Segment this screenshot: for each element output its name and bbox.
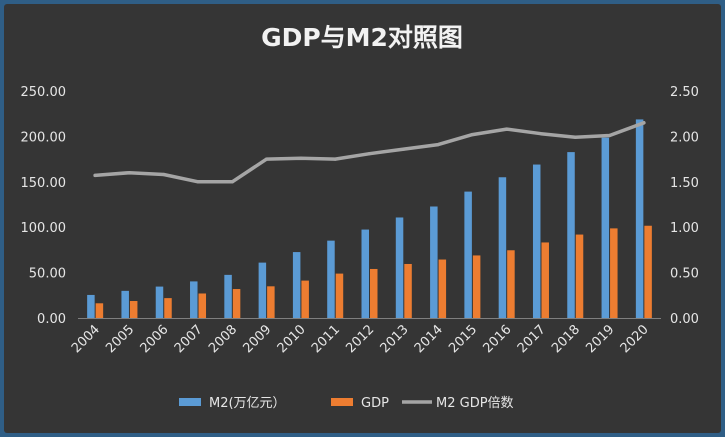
gdp-bar (267, 286, 275, 318)
ratio-point (367, 152, 372, 156)
gdp-bar (438, 259, 447, 318)
gdp-bar (472, 255, 481, 318)
ratio-point (299, 156, 303, 160)
right-tick-label: 0.00 (670, 312, 699, 327)
right-tick-label: 1.50 (670, 176, 699, 191)
legend-label: M2(万亿元） (209, 396, 286, 411)
ratio-point (607, 133, 612, 138)
ratio-point (539, 132, 543, 136)
x-tick-label: 2017 (515, 322, 549, 356)
bars (78, 119, 661, 319)
m2-bar (635, 119, 644, 318)
gdp-bar (301, 280, 309, 318)
ratio-line (93, 121, 646, 184)
m2-bar (155, 286, 164, 318)
m2-bar (430, 206, 438, 318)
ratio-point (162, 172, 166, 177)
ratio-point (402, 147, 406, 151)
gdp-bar (198, 293, 207, 318)
ratio-point (573, 135, 577, 139)
x-tick-label: 2020 (618, 322, 652, 356)
gdp-bar (164, 298, 172, 318)
right-axis: 0.00 0.50 1.00 1.50 2.00 2.50 (670, 85, 699, 327)
legend-label: M2 GDP倍数 (436, 396, 514, 411)
gdp-bar (129, 301, 138, 318)
gdp-bar (507, 250, 515, 318)
gdp-bar (541, 242, 549, 318)
x-tick-label: 2013 (378, 322, 412, 356)
x-tick-label: 2015 (446, 322, 480, 356)
gdp-bar (644, 225, 652, 318)
ratio-point (436, 142, 440, 147)
ratio-point (230, 180, 234, 184)
legend-label: GDP (361, 396, 389, 411)
x-tick-label: 2004 (69, 322, 103, 356)
ratio-point (265, 157, 269, 161)
ratio-point (333, 157, 337, 161)
left-axis: 0.00 50.00 100.00 150.00 200.00 250.00 (21, 85, 67, 327)
left-tick-label: 0.00 (37, 312, 66, 327)
x-tick-label: 2009 (240, 322, 274, 356)
m2-bar (121, 290, 129, 318)
right-tick-label: 2.50 (670, 85, 699, 100)
x-tick-label: 2005 (103, 322, 137, 356)
x-tick-label: 2011 (309, 322, 343, 356)
gdp-bar (610, 228, 618, 318)
ratio-point (93, 173, 97, 178)
left-tick-label: 200.00 (21, 130, 67, 145)
m2-bar (601, 137, 610, 318)
m2-bar (224, 274, 232, 318)
chart-title: GDP与M2对照图 (261, 23, 463, 52)
ratio-point (127, 171, 132, 175)
right-tick-label: 1.00 (670, 221, 699, 236)
left-tick-label: 100.00 (21, 221, 67, 236)
right-tick-label: 0.50 (670, 267, 699, 282)
gdp-bar (335, 273, 344, 318)
x-tick-label: 2018 (549, 322, 583, 356)
x-tick-label: 2010 (275, 322, 309, 356)
left-tick-label: 250.00 (21, 85, 67, 100)
m2-bar (292, 252, 301, 318)
gdp-bar (95, 303, 104, 318)
gdp-bar (404, 263, 412, 318)
chart: GDP与M2对照图 0.00 50.00 100.00 150.00 200.00 250… (21, 23, 699, 411)
m2-bar (395, 217, 404, 318)
ratio-point (505, 127, 509, 131)
x-tick-label: 2007 (172, 322, 206, 356)
x-tick-label: 2008 (206, 322, 240, 356)
m2-bar (361, 229, 369, 318)
ratio-point (642, 121, 646, 125)
m2-bar (464, 191, 472, 318)
m2-bar (327, 240, 335, 318)
m2-bar (567, 152, 575, 318)
x-tick-label: 2014 (412, 322, 446, 356)
x-tick-label: 2016 (480, 322, 514, 356)
ratio-point (470, 132, 474, 137)
x-axis: 2004 2005 2006 2007 2008 2009 2010 2011 2012 2013… (69, 322, 652, 356)
left-tick-label: 150.00 (21, 176, 67, 191)
m2-bar (532, 164, 541, 318)
m2-bar (258, 262, 267, 318)
legend-swatch (179, 398, 201, 406)
m2-bar (190, 281, 198, 318)
x-tick-label: 2019 (583, 322, 617, 356)
chart-frame: GDP与M2对照图 0.00 50.00 100.00 150.00 200.00 250… (4, 4, 721, 433)
gdp-bar (370, 268, 378, 318)
gdp-bar (232, 289, 241, 318)
x-tick-label: 2012 (343, 322, 377, 356)
x-tick-label: 2006 (138, 322, 172, 356)
legend-swatch (331, 398, 353, 406)
m2-bar (498, 177, 507, 318)
legend: M2(万亿元） GDP M2 GDP倍数 (179, 396, 514, 411)
m2-bar (87, 294, 95, 318)
ratio-point (196, 180, 200, 184)
left-tick-label: 50.00 (29, 267, 66, 282)
right-tick-label: 2.00 (670, 130, 699, 145)
gdp-bar (575, 234, 584, 318)
